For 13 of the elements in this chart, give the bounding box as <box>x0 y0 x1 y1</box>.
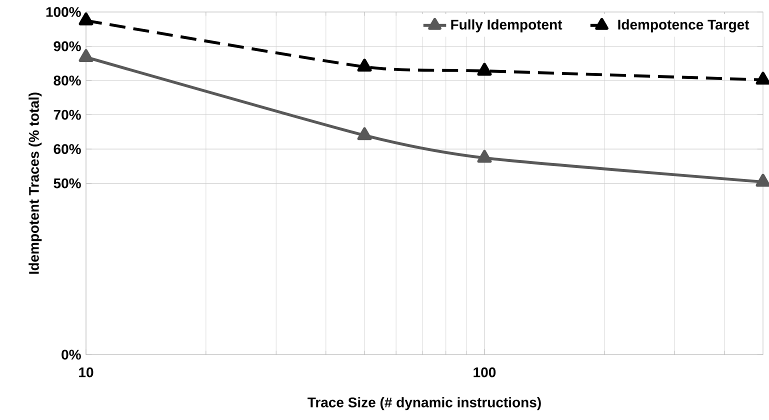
y-tick-label: 70% <box>54 110 81 120</box>
x-tick-label: 10 <box>79 367 94 378</box>
y-tick-label: 80% <box>54 76 81 86</box>
y-axis-title: Idempotent Traces (% total) <box>28 92 42 274</box>
y-tick-label: 50% <box>54 178 81 188</box>
legend-label: Fully Idempotent <box>451 19 562 32</box>
y-tick-label: 0% <box>62 350 81 360</box>
x-tick-label: 100 <box>474 367 496 378</box>
y-tick-label: 90% <box>54 41 81 52</box>
y-tick-label: 60% <box>54 144 81 154</box>
x-axis-title: Trace Size (# dynamic instructions) <box>308 397 541 410</box>
legend-label: Idempotence Target <box>618 19 750 32</box>
y-tick-label: 100% <box>46 7 81 17</box>
